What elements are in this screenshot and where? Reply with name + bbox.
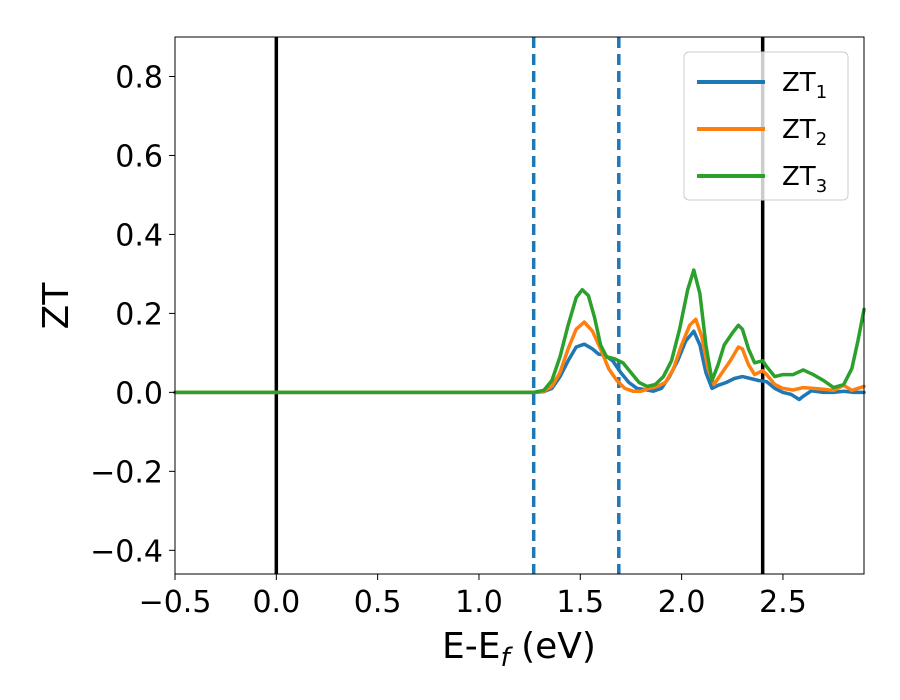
plot-frame	[174, 36, 865, 575]
legend-label-1: ZT1	[782, 68, 827, 103]
legend-label-3: ZT3	[782, 162, 827, 197]
y-tick-label: 0.4	[115, 218, 163, 253]
x-tick-label: 2.5	[759, 585, 807, 620]
y-tick-label: −0.4	[90, 534, 163, 569]
y-axis-label: ZT	[36, 282, 77, 330]
x-axis-label: E-Ef (eV)	[442, 626, 596, 673]
series-layer	[173, 268, 866, 402]
x-axis-ticks: −0.5 0.0 0.5 1.0 1.5 2.0 2.5	[139, 574, 807, 620]
y-tick-label: 0.8	[115, 60, 163, 95]
y-tick-label: −0.2	[90, 455, 163, 490]
y-tick-label: 0.2	[115, 297, 163, 332]
series-line-3	[173, 268, 866, 395]
y-tick-label: 0.6	[115, 139, 163, 174]
y-axis-ticks: −0.4 −0.2 0.0 0.2 0.4 0.6 0.8	[90, 60, 175, 569]
x-axis-label-main: E-E	[442, 626, 500, 667]
series-line-1	[173, 329, 866, 402]
series-line-2	[173, 317, 866, 395]
x-tick-label: −0.5	[139, 585, 212, 620]
x-tick-label: 1.5	[556, 585, 604, 620]
x-tick-label: 0.0	[252, 585, 300, 620]
legend-label-2: ZT2	[782, 115, 827, 150]
x-tick-label: 0.5	[354, 585, 402, 620]
legend: ZT1 ZT2 ZT3	[683, 51, 849, 201]
y-tick-label: 0.0	[115, 376, 163, 411]
legend-frame	[683, 51, 849, 201]
x-tick-label: 2.0	[658, 585, 706, 620]
x-axis-label-unit: (eV)	[510, 626, 596, 667]
x-tick-label: 1.0	[455, 585, 503, 620]
